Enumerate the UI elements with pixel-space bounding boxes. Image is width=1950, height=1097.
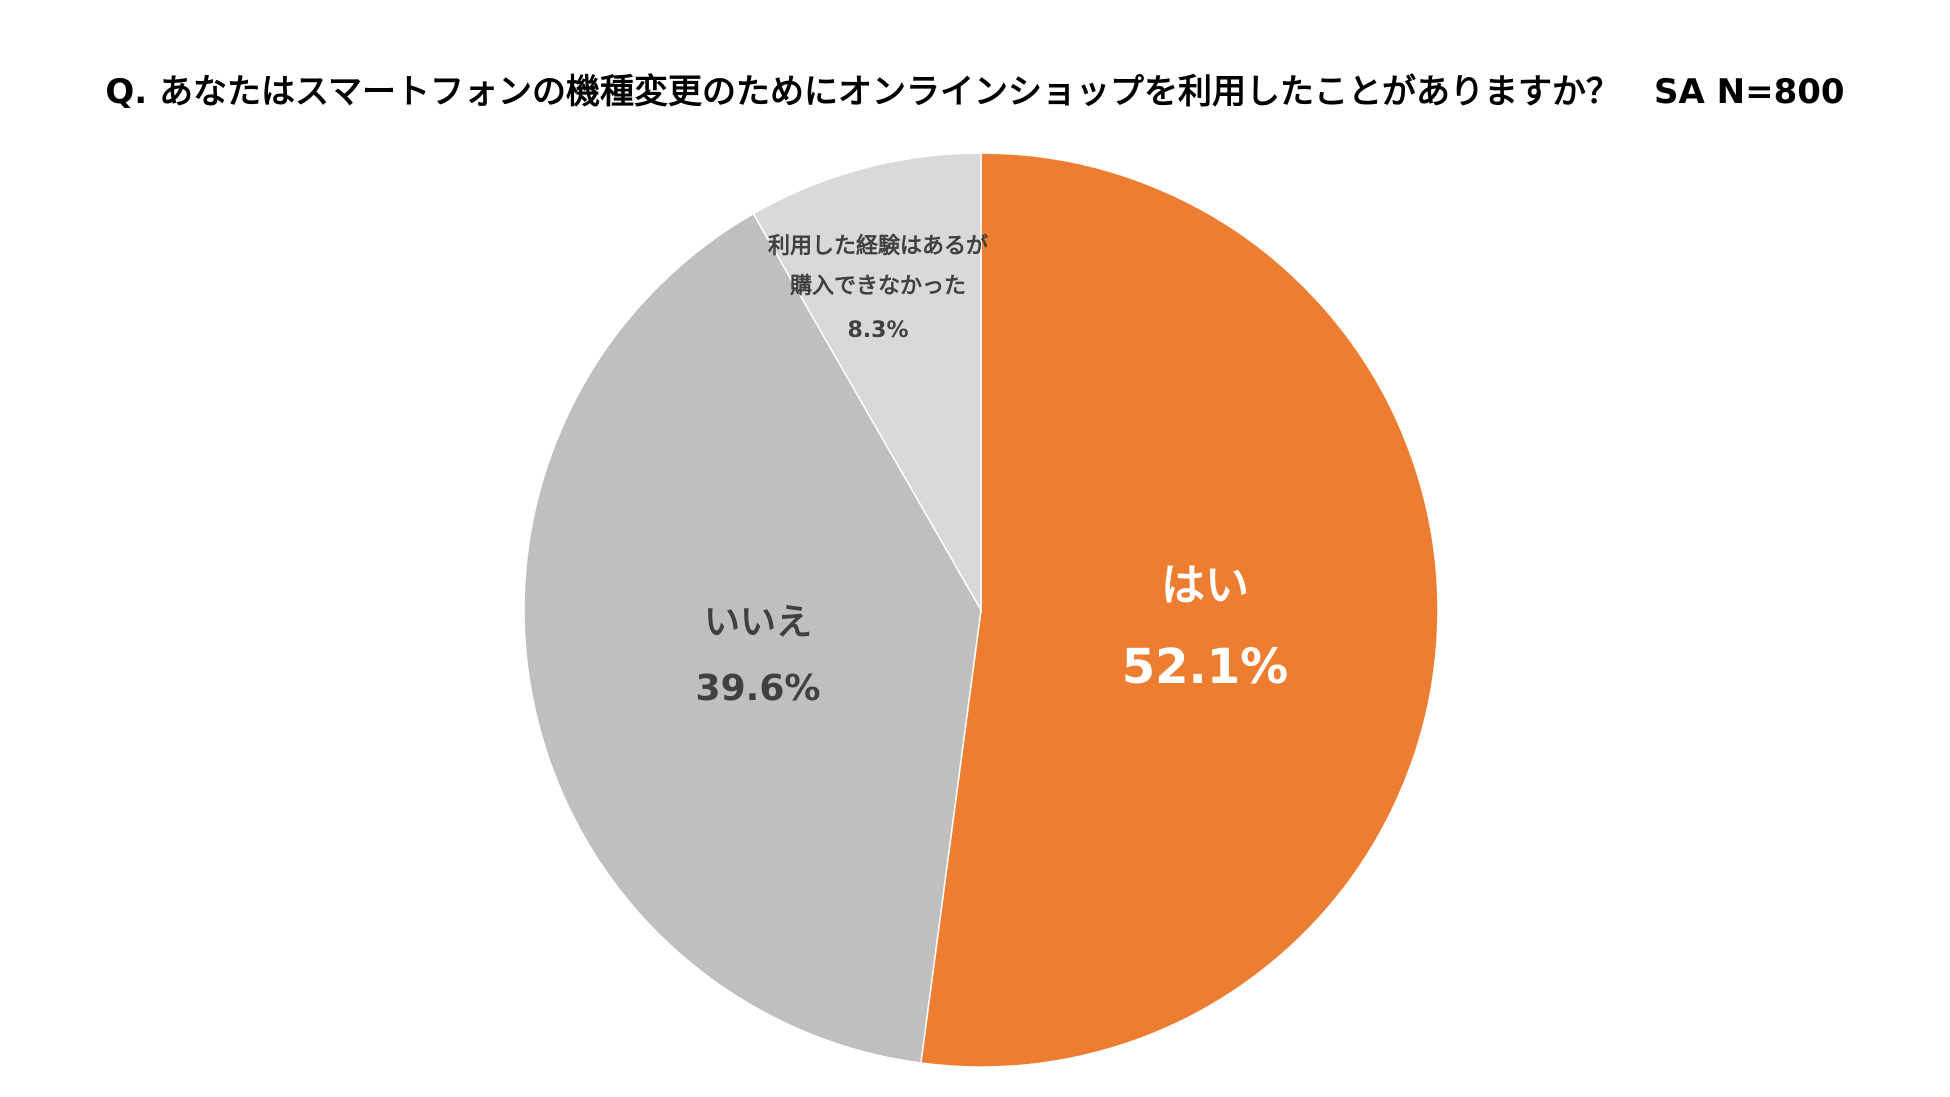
pie-slice-1 <box>920 152 1439 1068</box>
chart-title: Q. あなたはスマートフォンの機種変更のためにオンラインショップを利用したことが… <box>105 72 1845 112</box>
slice-value-label-1: 52.1% <box>1122 639 1289 695</box>
slice-name-label-3: 利用した経験はあるが <box>768 233 988 259</box>
slice-value-label-2: 39.6% <box>696 668 821 709</box>
slice-value-label-3: 8.3% <box>847 318 908 343</box>
slice-name-label-3: 購入できなかった <box>790 274 966 299</box>
slice-name-label-1: はい <box>1161 560 1249 611</box>
slice-name-label-2: いいえ <box>704 602 812 643</box>
pie-slice-2 <box>523 212 982 1064</box>
pie-slice-3 <box>752 152 982 613</box>
